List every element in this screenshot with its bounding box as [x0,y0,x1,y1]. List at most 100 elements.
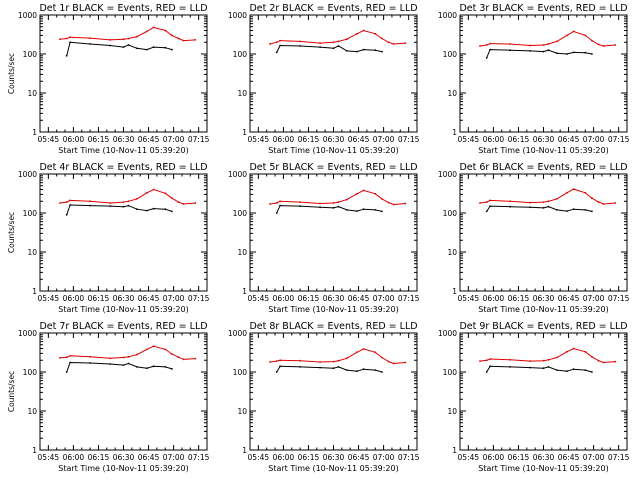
data-point-lld [485,201,488,204]
data-point-lld [337,359,340,362]
data-point-events [171,48,173,51]
data-point-lld [194,202,197,204]
data-point-events [362,48,365,51]
plot-frame [39,173,208,292]
data-point-events [356,370,358,373]
chart-title: Det 7r BLACK = Events, RED = LLD [39,321,207,332]
data-point-lld [269,203,271,205]
x-axis-label: Start Time (10-Nov-11 05:39:20) [268,146,398,155]
series-line-events [276,205,383,214]
chart-panel-8: Det 8r BLACK = Events, RED = LLD Start Ti… [228,321,420,473]
x-tick-label: 05:45 [248,453,270,462]
chart-panel-4: Det 4r BLACK = Events, RED = LLD Start Ti… [7,162,210,314]
data-point-lld [194,357,197,360]
data-point-events [89,204,91,207]
data-point-lld [346,38,348,41]
x-tick-label: 07:15 [608,294,630,303]
x-tick-label: 06:30 [113,294,135,303]
data-point-events [319,46,321,48]
plot-frame [459,14,628,133]
data-point-events [275,371,278,373]
data-point-lld [332,202,335,204]
data-point-lld [109,39,111,41]
data-point-lld [597,359,600,362]
data-point-lld [177,201,180,204]
data-point-lld [392,362,395,365]
data-point-events [529,366,531,369]
x-tick-label: 06:15 [298,453,320,462]
data-point-lld [584,34,587,37]
series-line-events [486,49,592,58]
x-tick-label: 07:00 [163,135,185,144]
data-point-lld [69,199,71,202]
x-tick-label: 07:00 [163,453,185,462]
chart-panel-1: Det 1r BLACK = Events, RED = LLD Start Ti… [7,3,210,155]
x-axis-label: Start Time (10-Nov-11 05:39:20) [478,305,608,314]
chart-title: Det 5r BLACK = Events, RED = LLD [249,162,417,173]
data-point-events [381,50,383,53]
data-point-events [279,44,281,47]
data-point-lld [591,39,593,42]
data-point-lld [356,351,358,354]
data-point-lld [529,201,531,204]
data-point-events [572,51,575,54]
data-point-events [69,204,71,206]
data-point-events [591,371,593,373]
x-tick-label: 06:00 [483,294,505,303]
data-point-lld [146,348,148,351]
y-tick-label: 1000 [438,329,457,338]
data-point-lld [59,357,61,359]
data-point-lld [392,43,395,45]
data-point-events [136,366,138,368]
x-tick-label: 06:00 [273,135,295,144]
x-tick-label: 06:45 [138,135,160,144]
data-point-lld [597,201,600,204]
data-point-lld [387,360,390,363]
x-tick-label: 06:45 [558,453,580,462]
y-tick-label: 1 [452,287,457,296]
data-point-lld [319,202,321,205]
data-point-lld [171,197,173,200]
x-tick-label: 05:45 [458,294,480,303]
data-point-events [337,366,340,368]
data-point-events [509,205,511,208]
data-point-lld [542,359,545,362]
data-point-events [374,369,377,371]
data-point-events [566,53,568,55]
data-point-lld [542,44,545,46]
data-point-lld [319,361,321,363]
x-tick-label: 06:15 [298,135,320,144]
data-point-lld [69,354,71,357]
data-point-lld [299,40,301,43]
data-point-events [584,51,587,54]
data-point-lld [509,358,511,361]
x-tick-label: 06:45 [558,135,580,144]
plot-frame [39,332,208,451]
data-point-events [547,366,550,368]
data-point-events [136,47,138,50]
chart-title: Det 4r BLACK = Events, RED = LLD [39,162,207,173]
y-tick-label: 100 [443,368,458,377]
data-point-lld [122,356,125,359]
data-point-events [171,368,173,370]
data-point-lld [194,39,197,41]
data-point-events [356,210,358,213]
data-point-lld [152,345,155,348]
x-tick-label: 07:00 [373,294,395,303]
y-tick-label: 1 [452,446,457,455]
data-point-lld [509,43,511,45]
data-point-lld [556,356,558,359]
data-point-lld [362,189,365,192]
y-tick-label: 100 [23,209,38,218]
x-tick-label: 07:15 [398,453,420,462]
x-tick-label: 06:45 [138,453,160,462]
x-tick-label: 06:15 [508,135,530,144]
chart-panel-2: Det 2r BLACK = Events, RED = LLD Start Ti… [228,3,420,155]
data-point-lld [356,192,358,195]
data-point-events [319,366,321,369]
x-tick-label: 07:15 [188,294,210,303]
data-point-events [152,365,155,368]
data-point-lld [69,36,71,39]
data-point-events [485,371,488,373]
data-point-events [89,362,91,364]
